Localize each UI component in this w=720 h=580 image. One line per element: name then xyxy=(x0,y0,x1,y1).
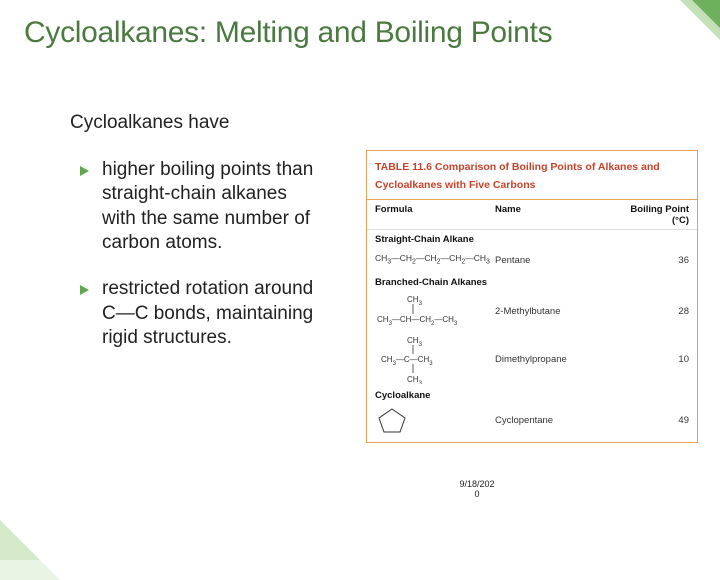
col-formula: Formula xyxy=(375,204,495,226)
col-bp: Boiling Point (°C) xyxy=(615,204,689,226)
svg-text:CH3—CH—CH2—CH3: CH3—CH—CH2—CH3 xyxy=(377,315,458,327)
table-footnote xyxy=(367,437,697,442)
col-name: Name xyxy=(495,204,615,226)
svg-text:CH3: CH3 xyxy=(407,336,423,348)
table-caption: TABLE 11.6 Comparison of Boiling Points … xyxy=(367,151,697,200)
section-branched: Branched-Chain Alkanes xyxy=(367,273,697,290)
corner-decor-4 xyxy=(0,500,40,560)
intro-text: Cycloalkanes have xyxy=(70,112,229,134)
table-header-row: Formula Name Boiling Point (°C) xyxy=(367,200,697,230)
name-cell: Cyclopentane xyxy=(495,415,615,426)
bp-cell: 10 xyxy=(615,354,689,365)
table-row: CH3—CH2—CH2—CH2—CH3 Pentane 36 xyxy=(367,247,697,273)
bullet-text: higher boiling points than straight-chai… xyxy=(102,158,323,255)
name-cell: 2-Methylbutane xyxy=(495,306,615,317)
list-item: higher boiling points than straight-chai… xyxy=(78,158,323,255)
section-cyclo: Cycloalkane xyxy=(367,386,697,403)
formula-cell: CH3 CH3—CH—CH2—CH3 xyxy=(375,292,495,330)
bullet-arrow-icon xyxy=(78,165,90,177)
corner-decor-1 xyxy=(670,0,720,50)
table-row: CH3 CH3—C—CH3 CH3 Dimethylpropane 10 xyxy=(367,332,697,386)
comparison-table: TABLE 11.6 Comparison of Boiling Points … xyxy=(366,150,698,443)
page-title: Cycloalkanes: Melting and Boiling Points xyxy=(24,16,552,50)
table-row: CH3 CH3—CH—CH2—CH3 2-Methylbutane 28 xyxy=(367,290,697,332)
formula-cell: CH3—CH2—CH2—CH2—CH3 xyxy=(375,254,495,266)
bullet-list: higher boiling points than straight-chai… xyxy=(78,158,323,372)
table-number: TABLE 11.6 xyxy=(375,161,432,173)
svg-text:CH3: CH3 xyxy=(407,375,423,384)
list-item: restricted rotation around C—C bonds, ma… xyxy=(78,277,323,350)
name-cell: Pentane xyxy=(495,255,615,266)
bullet-text: restricted rotation around C—C bonds, ma… xyxy=(102,277,323,350)
name-cell: Dimethylpropane xyxy=(495,354,615,365)
corner-decor-3 xyxy=(0,480,60,580)
table-row: Cyclopentane 49 xyxy=(367,403,697,437)
bp-cell: 36 xyxy=(615,255,689,266)
bp-cell: 49 xyxy=(615,415,689,426)
formula-cell: CH3 CH3—C—CH3 CH3 xyxy=(375,334,495,384)
corner-decor-2 xyxy=(686,0,720,34)
svg-text:CH3—C—CH3: CH3—C—CH3 xyxy=(381,355,433,367)
svg-text:CH3: CH3 xyxy=(407,295,423,307)
bp-cell: 28 xyxy=(615,306,689,317)
section-straight: Straight-Chain Alkane xyxy=(367,230,697,247)
slide-date: 9/18/2020 xyxy=(452,480,502,500)
bullet-arrow-icon xyxy=(78,284,90,296)
formula-cell xyxy=(375,405,495,435)
